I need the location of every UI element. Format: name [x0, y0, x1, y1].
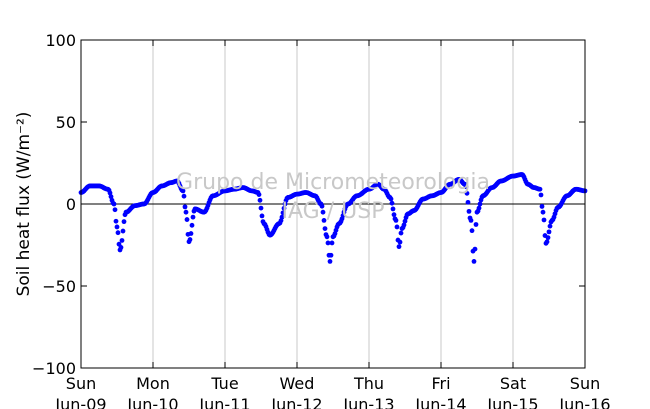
- data-point: [546, 229, 552, 235]
- data-point: [539, 204, 545, 209]
- data-point: [466, 208, 472, 214]
- y-tick-label: 0: [66, 195, 76, 214]
- data-point: [181, 193, 187, 199]
- x-tick-day: Tue: [210, 374, 238, 393]
- data-point: [189, 222, 195, 228]
- x-axis: Sun Jun-09 Mon Jun-10 Tue Jun-11 Wed Jun-12 Thu J…: [54, 40, 611, 409]
- data-point: [113, 218, 119, 224]
- data-point: [398, 230, 404, 236]
- x-tick-date: Jun-11: [198, 395, 250, 409]
- data-point: [540, 209, 546, 215]
- data-point: [472, 246, 478, 252]
- data-point: [187, 237, 193, 242]
- x-tick-day: Mon: [136, 374, 170, 393]
- y-tick-label: 50: [56, 113, 76, 132]
- y-tick-label: −100: [32, 359, 76, 378]
- data-point: [256, 192, 262, 198]
- data-point: [537, 186, 543, 192]
- data-point: [280, 210, 286, 216]
- data-point: [279, 214, 285, 220]
- data-point: [281, 205, 287, 211]
- data-point: [544, 239, 550, 245]
- watermark: Grupo de Micrometeorologia IAG / USP: [176, 170, 490, 224]
- data-point: [118, 244, 124, 250]
- x-tick-date: Jun-12: [270, 395, 322, 409]
- data-point: [471, 259, 477, 264]
- x-tick-date: Jun-13: [342, 395, 394, 409]
- data-point: [319, 203, 325, 209]
- data-point: [538, 192, 544, 198]
- data-point: [402, 218, 408, 224]
- data-point: [188, 231, 194, 236]
- data-point: [107, 190, 113, 196]
- x-tick-day: Sat: [500, 374, 526, 393]
- y-axis-title: Soil heat flux (W/m⁻²): [14, 112, 34, 297]
- data-point: [115, 230, 121, 236]
- data-point: [259, 213, 265, 219]
- data-point: [390, 206, 396, 212]
- data-point: [321, 218, 327, 223]
- data-point: [465, 199, 471, 205]
- watermark-line: Grupo de Micrometeorologia: [176, 170, 490, 195]
- data-point: [476, 205, 482, 211]
- data-point: [119, 238, 125, 243]
- data-point: [388, 196, 394, 202]
- data-point: [469, 228, 475, 234]
- data-point: [112, 207, 118, 213]
- data-point: [391, 212, 397, 218]
- data-point: [320, 209, 326, 215]
- data-point: [389, 200, 395, 206]
- x-tick-day: Sun: [66, 374, 96, 393]
- y-axis: 100 50 0 −50 −100: [32, 31, 585, 378]
- x-tick-day: Fri: [431, 374, 450, 393]
- data-point: [328, 252, 334, 258]
- data-point: [464, 190, 470, 196]
- y-tick-label: −50: [42, 277, 76, 296]
- data-point: [324, 234, 330, 240]
- data-point: [121, 219, 127, 225]
- x-tick-date: Jun-09: [54, 395, 106, 409]
- data-point: [183, 209, 189, 215]
- data-point: [468, 218, 474, 223]
- data-point: [394, 224, 400, 230]
- data-point: [541, 217, 547, 223]
- x-tick-day: Wed: [280, 374, 315, 393]
- data-point: [184, 217, 190, 222]
- x-tick-day: Sun: [570, 374, 600, 393]
- data-point: [473, 222, 479, 227]
- x-tick-date: Jun-15: [486, 395, 538, 409]
- x-tick-date: Jun-14: [414, 395, 466, 409]
- data-point: [111, 201, 117, 207]
- watermark-line: IAG / USP: [282, 199, 385, 224]
- data-point: [322, 226, 328, 232]
- data-point: [547, 223, 553, 229]
- y-tick-label: 100: [45, 31, 76, 50]
- x-tick-date: Jun-10: [126, 395, 178, 409]
- data-point: [120, 228, 126, 234]
- data-point: [190, 214, 196, 220]
- data-point: [325, 240, 331, 246]
- data-point: [396, 244, 402, 250]
- data-point: [329, 240, 335, 246]
- x-tick-date: Jun-16: [558, 395, 610, 409]
- data-point: [182, 204, 188, 210]
- data-point: [397, 239, 403, 245]
- data-points: [78, 172, 588, 264]
- data-point: [401, 222, 407, 228]
- data-point: [257, 197, 263, 203]
- data-point: [114, 224, 120, 230]
- data-point: [327, 259, 333, 264]
- data-point: [463, 184, 469, 190]
- data-point: [545, 235, 551, 241]
- data-point: [393, 218, 399, 223]
- data-point: [180, 188, 186, 194]
- x-tick-day: Thu: [353, 374, 384, 393]
- data-point: [258, 205, 264, 211]
- data-point: [108, 194, 114, 200]
- data-point: [477, 201, 483, 207]
